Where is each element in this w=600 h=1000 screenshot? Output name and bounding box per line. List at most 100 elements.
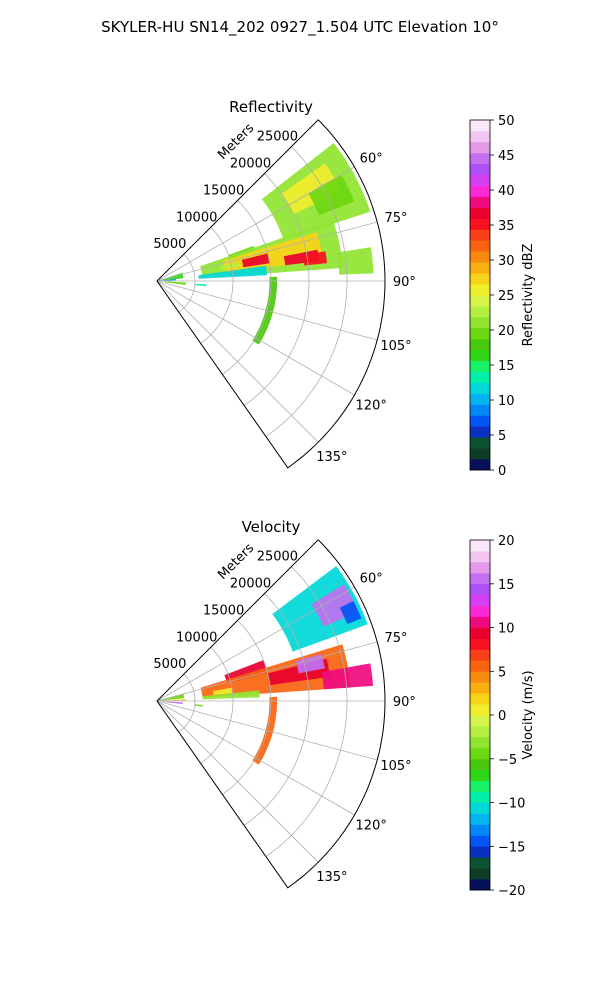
colorbar-swatch	[470, 120, 490, 132]
colorbar-swatch	[470, 305, 490, 318]
colorbar-tick-label: −5	[498, 753, 517, 768]
colorbar-swatch	[470, 715, 490, 727]
colorbar-swatch	[470, 561, 490, 574]
colorbar-swatch	[470, 540, 490, 552]
range-tick-label: 20000	[230, 577, 271, 592]
colorbar-swatch	[470, 583, 490, 596]
echo-cell	[308, 174, 355, 216]
colorbar-tick-label: 50	[498, 114, 515, 129]
colorbar-swatch	[470, 360, 490, 372]
colorbar-swatch	[470, 393, 490, 405]
azimuth-tick-label: 90°	[393, 275, 416, 290]
colorbar-tick-label: 0	[498, 464, 506, 479]
colorbar-swatch	[470, 448, 490, 460]
colorbar-swatch	[470, 316, 490, 329]
colorbar-swatch	[470, 649, 490, 661]
colorbar-swatch	[470, 704, 490, 716]
colorbar-tick-label: 10	[498, 394, 515, 409]
colorbar-swatch	[470, 207, 490, 219]
azimuth-tick-label: 120°	[356, 819, 387, 834]
colorbar-swatch	[470, 240, 490, 252]
range-tick-label: 5000	[153, 657, 186, 672]
colorbar-swatch	[470, 371, 490, 383]
colorbar-swatch	[470, 141, 490, 154]
sector-outline	[156, 539, 386, 889]
colorbar-label: Velocity (m/s)	[521, 670, 536, 759]
echo-cell	[302, 251, 328, 266]
colorbar-tick-label: 15	[498, 359, 515, 374]
echo-cell	[339, 600, 362, 625]
azimuth-tick-label: 75°	[384, 211, 407, 226]
colorbar-tick-label: 20	[498, 534, 515, 549]
echo-cell	[252, 696, 278, 765]
range-ring	[222, 620, 272, 795]
echo-cell	[163, 701, 183, 705]
colorbar-swatch	[470, 868, 490, 880]
reflectivity-panel: Reflectivity500010000150002000025000Mete…	[153, 98, 536, 479]
colorbar-swatch	[470, 152, 490, 165]
colorbar-swatch	[470, 846, 490, 858]
azimuth-gridline	[156, 700, 319, 863]
colorbar-tick-label: 5	[498, 665, 506, 680]
colorbar-swatch	[470, 638, 490, 650]
colorbar-swatch	[470, 338, 490, 351]
colorbar-swatch	[470, 229, 490, 241]
azimuth-tick-label: 105°	[380, 759, 411, 774]
range-ring	[265, 566, 348, 857]
colorbar-tick-label: 20	[498, 324, 515, 339]
colorbar-swatch	[470, 218, 490, 230]
colorbar-tick-label: 5	[498, 429, 506, 444]
colorbar-swatch	[470, 671, 490, 683]
colorbar-swatch	[470, 459, 490, 471]
echo-cell	[219, 262, 240, 270]
echo-layer	[159, 566, 374, 765]
range-tick-label: 10000	[176, 630, 217, 645]
colorbar-swatch	[470, 627, 490, 639]
colorbar: 0 5 10 15 20 25 30 35 40 45 50 Reflectivity dBZ	[469, 114, 536, 479]
colorbar-swatch	[470, 660, 490, 672]
panel-title: Velocity	[242, 518, 301, 536]
azimuth-tick-label: 60°	[360, 571, 383, 586]
range-ring	[200, 647, 234, 764]
colorbar-swatch	[470, 185, 490, 197]
range-tick-label: 15000	[203, 603, 244, 618]
echo-cell	[337, 247, 374, 275]
colorbar-swatch	[470, 758, 490, 771]
range-tick-label: 5000	[153, 237, 186, 252]
colorbar-tick-label: −15	[498, 840, 525, 855]
colorbar-swatch	[470, 736, 490, 749]
azimuth-tick-label: 135°	[316, 870, 347, 885]
colorbar-swatch	[470, 835, 490, 847]
range-ring	[200, 227, 234, 344]
range-tick-label: 20000	[230, 157, 271, 172]
colorbar-tick-label: 30	[498, 254, 515, 269]
colorbar-swatch	[470, 605, 490, 617]
azimuth-gridline	[156, 280, 355, 396]
colorbar-swatch	[470, 437, 490, 449]
azimuth-tick-label: 105°	[380, 339, 411, 354]
colorbar-swatch	[470, 382, 490, 394]
colorbar-swatch	[470, 824, 490, 836]
colorbar-swatch	[470, 791, 490, 803]
azimuth-tick-label: 120°	[356, 399, 387, 414]
echo-cell	[164, 281, 186, 285]
range-ring	[178, 253, 196, 313]
colorbar-swatch	[470, 163, 490, 176]
colorbar-tick-label: 35	[498, 219, 515, 234]
azimuth-gridline	[156, 280, 319, 443]
panel-title: Reflectivity	[229, 98, 313, 116]
colorbar-swatch	[470, 682, 490, 694]
colorbar-swatch	[470, 594, 490, 607]
colorbar-swatch	[470, 196, 490, 208]
azimuth-tick-label: 75°	[384, 631, 407, 646]
colorbar-tick-label: −10	[498, 797, 525, 812]
colorbar-swatch	[470, 725, 490, 738]
range-ring	[243, 173, 310, 406]
colorbar-swatch	[470, 415, 490, 427]
colorbar-swatch	[470, 879, 490, 891]
colorbar-swatch	[470, 404, 490, 416]
colorbar-swatch	[470, 802, 490, 814]
colorbar-swatch	[470, 262, 490, 274]
